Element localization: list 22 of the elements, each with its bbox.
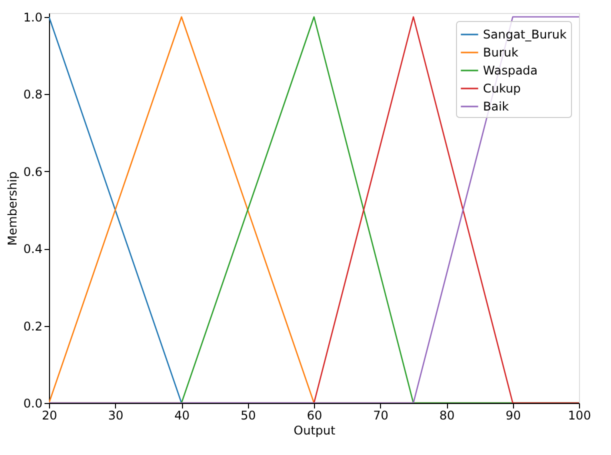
y-tick-label: 0.0 — [23, 396, 42, 410]
x-tick-label: 100 — [568, 408, 591, 422]
x-tick-label: 40 — [174, 408, 190, 422]
x-tick-label: 60 — [306, 408, 322, 422]
y-tick-label: 0.2 — [23, 319, 42, 334]
legend-label: Waspada — [483, 64, 538, 78]
y-axis-title: Membership — [5, 171, 20, 246]
x-axis-title: Output — [294, 424, 336, 438]
x-tick-label: 50 — [240, 408, 256, 422]
y-tick-label: 1.0 — [23, 10, 42, 24]
legend-label: Baik — [483, 100, 509, 114]
x-tick-label: 70 — [373, 408, 388, 422]
legend-label: Cukup — [483, 82, 521, 96]
legend-label: Buruk — [483, 46, 518, 60]
y-tick-label: 0.8 — [23, 88, 42, 102]
y-tick-label: 0.4 — [23, 242, 42, 256]
x-tick-label: 80 — [439, 408, 455, 422]
x-tick-label: 30 — [108, 408, 124, 422]
legend-label: Sangat_Buruk — [483, 28, 567, 42]
y-tick-label: 0.6 — [23, 164, 42, 179]
x-tick-label: 20 — [42, 408, 58, 422]
x-tick-label: 90 — [506, 408, 521, 422]
